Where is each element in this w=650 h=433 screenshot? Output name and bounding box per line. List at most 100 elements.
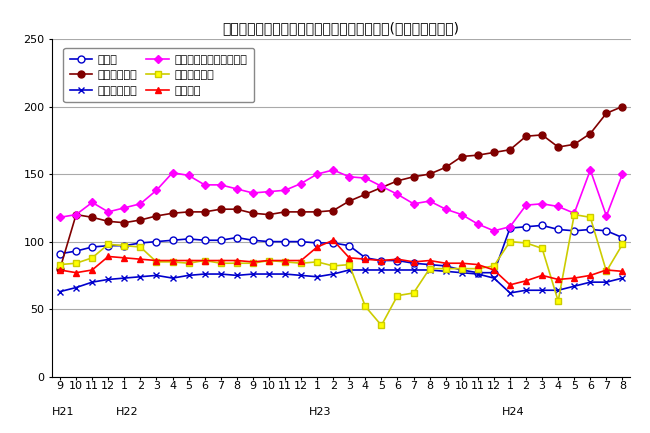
電気機械工業 xyxy=(281,271,289,277)
一般機械工業 xyxy=(105,219,112,224)
電気機械工業 xyxy=(394,268,402,273)
電子部品・デバイス工業 xyxy=(426,198,434,204)
電子部品・デバイス工業 xyxy=(105,209,112,214)
一般機械工業 xyxy=(120,220,128,225)
鉱工業 xyxy=(313,240,321,246)
電子部品・デバイス工業 xyxy=(442,207,450,212)
電子部品・デバイス工業 xyxy=(153,187,161,193)
Text: H24: H24 xyxy=(502,407,525,417)
輸送機械工業 xyxy=(538,246,546,251)
一般機械工業 xyxy=(361,192,369,197)
一般機械工業 xyxy=(426,171,434,177)
化学工業 xyxy=(410,259,417,265)
一般機械工業 xyxy=(185,209,192,214)
一般機械工業 xyxy=(570,142,578,147)
電気機械工業 xyxy=(297,273,305,278)
化学工業 xyxy=(490,268,498,273)
電子部品・デバイス工業 xyxy=(56,215,64,220)
一般機械工業 xyxy=(474,152,482,158)
電気機械工業 xyxy=(330,271,337,277)
電気機械工業 xyxy=(265,271,273,277)
鉱工業 xyxy=(490,270,498,275)
鉱工業 xyxy=(168,238,176,243)
電子部品・デバイス工業 xyxy=(474,221,482,226)
輸送機械工業 xyxy=(120,243,128,248)
化学工業 xyxy=(442,261,450,266)
輸送機械工業 xyxy=(330,263,337,268)
輸送機械工業 xyxy=(56,262,64,267)
電気機械工業 xyxy=(185,273,192,278)
電子部品・デバイス工業 xyxy=(168,170,176,175)
化学工業 xyxy=(297,258,305,263)
鉱工業 xyxy=(120,243,128,248)
化学工業 xyxy=(120,255,128,260)
一般機械工業 xyxy=(201,209,209,214)
鉱工業 xyxy=(72,249,80,254)
化学工業 xyxy=(313,244,321,249)
電子部品・デバイス工業 xyxy=(490,228,498,233)
電気機械工業 xyxy=(72,285,80,290)
輸送機械工業 xyxy=(490,263,498,268)
電気機械工業 xyxy=(361,268,369,273)
電気機械工業 xyxy=(490,275,498,281)
Legend: 鉱工業, 一般機械工業, 電気機械工業, 電子部品・デバイス工業, 輸送機械工業, 化学工業: 鉱工業, 一般機械工業, 電気機械工業, 電子部品・デバイス工業, 輸送機械工業… xyxy=(63,48,254,102)
輸送機械工業 xyxy=(297,261,305,266)
鉱工業 xyxy=(554,227,562,232)
電子部品・デバイス工業 xyxy=(136,201,144,207)
電子部品・デバイス工業 xyxy=(185,173,192,178)
化学工業 xyxy=(105,254,112,259)
輸送機械工業 xyxy=(586,215,594,220)
化学工業 xyxy=(72,270,80,275)
輸送機械工業 xyxy=(249,261,257,266)
鉱工業 xyxy=(426,262,434,267)
鉱工業 xyxy=(619,235,627,240)
鉱工業 xyxy=(185,236,192,242)
鉱工業 xyxy=(570,228,578,233)
鉱工業 xyxy=(361,255,369,260)
化学工業 xyxy=(168,258,176,263)
電気機械工業 xyxy=(506,291,514,296)
一般機械工業 xyxy=(619,104,627,109)
電気機械工業 xyxy=(554,288,562,293)
一般機械工業 xyxy=(72,212,80,217)
Line: 一般機械工業: 一般機械工業 xyxy=(57,103,626,272)
一般機械工業 xyxy=(554,145,562,150)
電子部品・デバイス工業 xyxy=(72,212,80,217)
一般機械工業 xyxy=(603,111,610,116)
輸送機械工業 xyxy=(281,259,289,265)
化学工業 xyxy=(458,261,465,266)
電子部品・デバイス工業 xyxy=(506,224,514,229)
電気機械工業 xyxy=(570,284,578,289)
電子部品・デバイス工業 xyxy=(361,175,369,181)
鉱工業 xyxy=(217,238,225,243)
鉱工業 xyxy=(153,239,161,244)
輸送機械工業 xyxy=(201,258,209,263)
電子部品・デバイス工業 xyxy=(522,203,530,208)
電子部品・デバイス工業 xyxy=(249,191,257,196)
輸送機械工業 xyxy=(72,261,80,266)
化学工業 xyxy=(330,238,337,243)
化学工業 xyxy=(522,278,530,283)
化学工業 xyxy=(554,277,562,282)
化学工業 xyxy=(233,258,240,263)
電気機械工業 xyxy=(233,273,240,278)
輸送機械工業 xyxy=(217,261,225,266)
電気機械工業 xyxy=(249,271,257,277)
化学工業 xyxy=(185,258,192,263)
一般機械工業 xyxy=(394,178,402,184)
輸送機械工業 xyxy=(410,291,417,296)
鉱工業 xyxy=(410,261,417,266)
一般機械工業 xyxy=(88,215,96,220)
電子部品・デバイス工業 xyxy=(313,171,321,177)
電気機械工業 xyxy=(586,280,594,285)
一般機械工業 xyxy=(168,210,176,216)
Text: H23: H23 xyxy=(309,407,332,417)
輸送機械工業 xyxy=(88,255,96,260)
鉱工業 xyxy=(474,270,482,275)
一般機械工業 xyxy=(136,217,144,223)
鉱工業 xyxy=(586,227,594,232)
輸送機械工業 xyxy=(570,212,578,217)
Line: 化学工業: 化学工業 xyxy=(57,237,626,288)
Text: H22: H22 xyxy=(116,407,139,417)
鉱工業 xyxy=(201,238,209,243)
